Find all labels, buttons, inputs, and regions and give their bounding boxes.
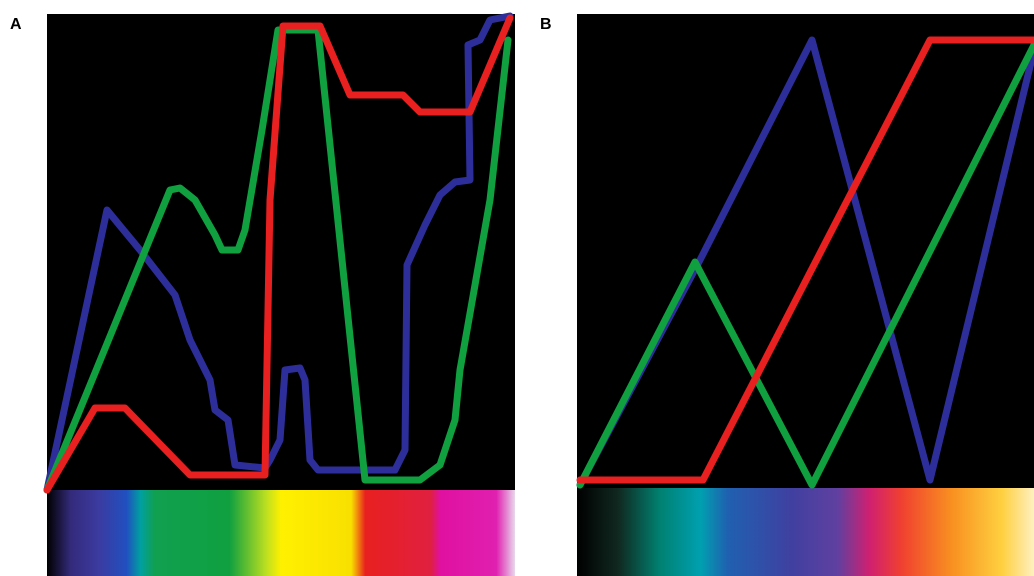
panel-label: B [540,16,552,33]
green-curve [576,41,1034,489]
panel-label: A [10,16,22,33]
panel-a [43,12,515,576]
red-curve [43,14,514,494]
color-bar [47,490,515,576]
green-curve [43,26,512,494]
blue-curve [43,12,514,494]
red-curve [576,36,1034,484]
color-bar [577,488,1034,576]
plot-background [577,14,1034,488]
panel-b [576,14,1034,576]
